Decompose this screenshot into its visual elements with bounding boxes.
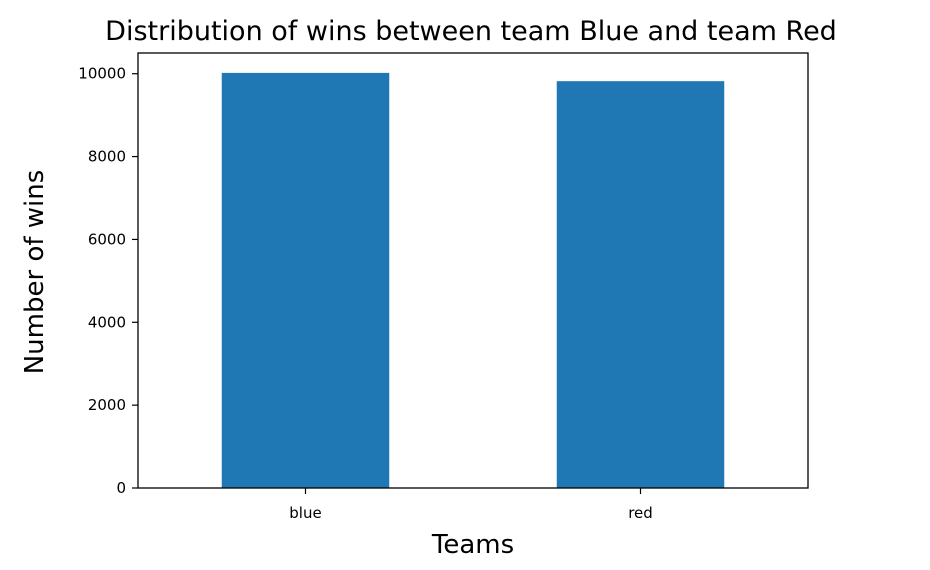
y-tick-label: 2000	[88, 396, 126, 414]
chart-title: Distribution of wins between team Blue a…	[105, 16, 837, 47]
bar-red	[556, 81, 725, 489]
x-axis-label: Teams	[431, 530, 514, 560]
y-axis-ticks: 0 2000 4000 6000 8000 10000	[78, 65, 138, 497]
y-tick-label: 6000	[88, 230, 126, 248]
y-axis-label: Number of wins	[20, 170, 50, 375]
x-axis-ticks: blue red	[289, 488, 653, 522]
plot-frame	[137, 52, 809, 489]
bars-layer	[221, 72, 725, 489]
x-tick-label: red	[628, 504, 653, 522]
y-tick-label: 8000	[88, 148, 126, 166]
y-tick-label: 10000	[78, 65, 126, 83]
y-tick-label: 4000	[88, 313, 126, 331]
x-tick-label: blue	[289, 504, 321, 522]
y-tick-label: 0	[116, 479, 126, 497]
bar-blue	[221, 72, 390, 488]
